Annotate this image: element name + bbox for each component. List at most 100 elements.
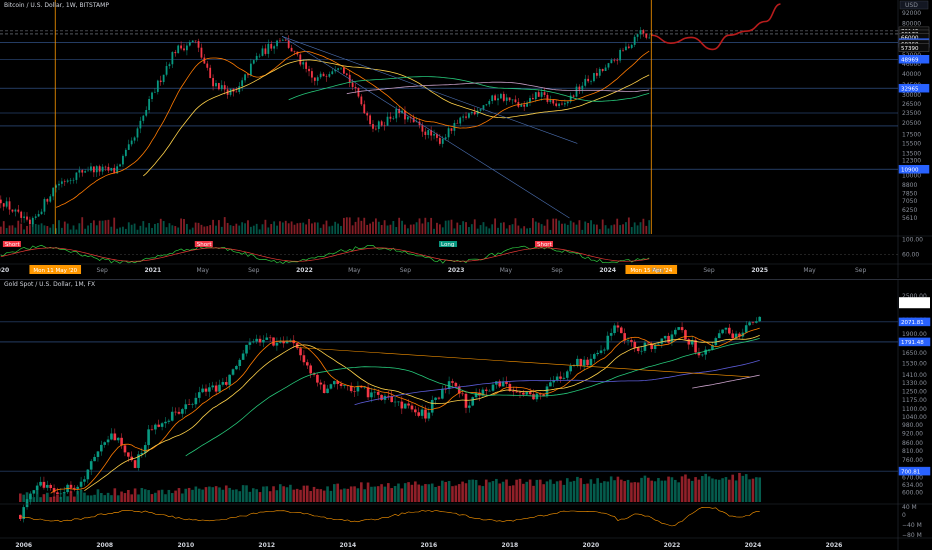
gold-volume-bar	[707, 476, 711, 502]
btc-currency-box	[899, 0, 929, 10]
btc-candle-body	[276, 40, 278, 47]
btc-volume-bar	[436, 222, 438, 234]
btc-volume-bar	[156, 223, 159, 234]
btc-candle-body	[177, 45, 180, 54]
btc-volume-bar	[8, 225, 11, 234]
gold-candle-body	[528, 391, 532, 395]
gold-volume-bar	[589, 479, 593, 502]
btc-volume-bar	[29, 225, 31, 234]
btc-volume-bar	[247, 220, 249, 234]
gold-volume-bar	[474, 479, 478, 502]
gold-candle-body	[495, 381, 498, 385]
btc-volume-bar	[66, 223, 69, 234]
btc-volume-bar	[360, 220, 363, 234]
gold-candle-body	[49, 484, 52, 489]
gold-candle-body	[609, 333, 613, 336]
gold-candle-body	[697, 352, 701, 356]
btc-candle-body	[450, 128, 453, 131]
gold-volume-bar	[410, 484, 414, 502]
gold-y-tick-2: 1900.00	[902, 331, 927, 338]
btc-time-tick-0: 2020	[0, 267, 9, 274]
btc-y-tick-10: 26500	[902, 101, 921, 108]
btc-candle-body	[561, 103, 563, 105]
gold-volume-bar	[150, 494, 154, 502]
btc-volume-bar	[186, 223, 188, 234]
gold-volume-bar	[373, 486, 377, 502]
btc-volume-bar	[494, 218, 497, 234]
btc-osc-line-fast	[0, 244, 650, 265]
gold-candle-body	[535, 393, 539, 400]
btc-volume-bar	[331, 225, 334, 234]
btc-candle-body	[534, 92, 537, 100]
gold-volume-bar	[471, 479, 475, 502]
btc-price-tag-8-bg	[898, 164, 930, 174]
btc-candle-body	[604, 67, 607, 71]
btc-candle-body	[81, 170, 84, 173]
gold-volume-bar	[25, 492, 29, 502]
gold-candle-body	[255, 338, 258, 342]
gold-candle-body	[434, 397, 437, 400]
btc-candle-body	[55, 185, 57, 188]
btc-volume-bar	[604, 225, 607, 234]
gold-y-tick-11: 1040.00	[902, 414, 927, 421]
gold-volume-bar	[481, 486, 485, 502]
btc-candle-body	[20, 211, 23, 218]
bitcoin-chart-pane[interactable]: USD9200080000700006000052000460004000034…	[0, 0, 932, 278]
btc-candle-body	[0, 199, 2, 204]
btc-price-tag-6-bg	[898, 54, 930, 64]
gold-volume-bar	[522, 483, 525, 502]
gold-candle-body	[663, 335, 667, 339]
btc-volume-bar	[348, 217, 351, 234]
btc-volume-bar	[392, 221, 395, 234]
gold-candle-body	[103, 442, 107, 445]
gold-candle-body	[694, 340, 697, 353]
btc-candle-body	[470, 112, 473, 114]
btc-candle-body	[555, 103, 558, 106]
gold-volume-bar	[282, 486, 285, 502]
gold-volume-bar	[505, 479, 508, 502]
btc-candle-body	[69, 180, 72, 181]
btc-candle-body	[372, 124, 374, 129]
btc-volume-bar	[270, 224, 273, 234]
btc-volume-bar	[421, 223, 424, 234]
btc-volume-bar	[273, 221, 276, 234]
gold-volume-bar	[748, 479, 751, 502]
btc-candle-body	[357, 88, 360, 97]
gold-volume-bar	[647, 477, 650, 502]
gold-chart-pane[interactable]: 2500.002100.001900.001800.001650.001530.…	[0, 279, 932, 550]
bitcoin-chart-svg[interactable]: USD9200080000700006000052000460004000034…	[0, 0, 932, 278]
gold-volume-bar	[73, 496, 76, 502]
btc-volume-bar	[191, 227, 194, 234]
btc-candle-body	[572, 95, 575, 97]
btc-volume-bar	[116, 228, 119, 234]
btc-time-tick-14: May	[652, 267, 665, 274]
gold-time-tick-4: 2014	[339, 542, 356, 549]
btc-candle-body	[23, 216, 25, 218]
btc-candle-body	[223, 85, 226, 90]
gold-volume-bar	[626, 479, 630, 502]
btc-volume-bar	[98, 220, 101, 234]
gold-candle-body	[690, 340, 694, 345]
gold-candle-body	[262, 339, 265, 343]
btc-candle-body	[369, 115, 371, 125]
gold-last-price-countdown: 161 D	[901, 303, 917, 309]
gold-volume-bar	[42, 494, 46, 502]
btc-candle-body	[159, 80, 162, 83]
gold-candle-body	[667, 335, 670, 343]
gold-candle-body	[69, 484, 73, 488]
gold-osc-line	[20, 506, 760, 527]
btc-volume-bar	[154, 223, 156, 234]
gold-price-tag-3-bg	[898, 466, 931, 476]
gold-volume-bar	[356, 488, 360, 502]
btc-volume-bar	[113, 217, 116, 234]
gold-candle-body	[478, 392, 481, 396]
btc-volume-bar	[444, 220, 447, 234]
gold-candle-body	[238, 359, 242, 366]
gold-volume-bar	[295, 488, 299, 502]
gold-volume-bar	[181, 493, 184, 502]
btc-time-tick-7: May	[348, 267, 361, 274]
btc-candle-body	[104, 166, 107, 168]
btc-candle-body	[415, 121, 418, 123]
gold-chart-svg[interactable]: 2500.002100.001900.001800.001650.001530.…	[0, 280, 932, 550]
gold-volume-bar	[677, 482, 680, 502]
